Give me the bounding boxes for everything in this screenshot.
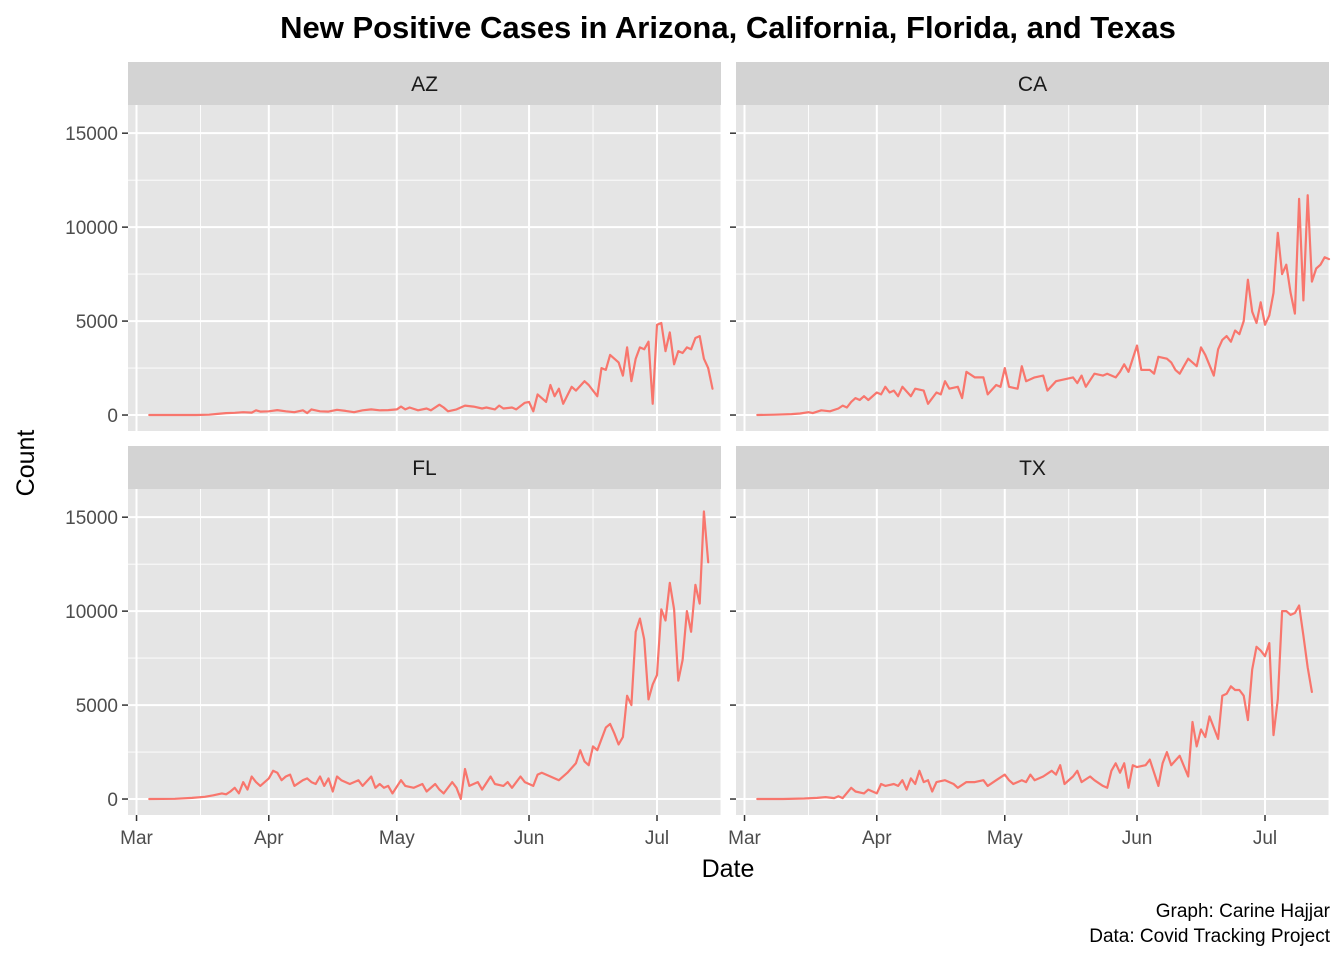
plot-panel-background — [128, 489, 721, 815]
y-tick-label: 5000 — [76, 312, 118, 333]
facet-strip-label: FL — [412, 457, 437, 480]
facet-strip-label: TX — [1019, 457, 1046, 480]
x-tick-label: Mar — [120, 828, 153, 849]
y-tick-label: 0 — [107, 790, 118, 811]
series-line-tx — [756, 604, 1314, 801]
plot-panel-background — [128, 105, 721, 431]
x-tick-label: May — [987, 828, 1023, 849]
x-tick-label: Jul — [645, 828, 669, 849]
facet-strip — [736, 62, 1329, 105]
x-tick-label: Mar — [728, 828, 761, 849]
x-tick-label: May — [379, 828, 415, 849]
y-tick-label: 15000 — [65, 508, 118, 529]
caption-graph-credit: Graph: Carine Hajjar — [1156, 901, 1331, 922]
facet-panel-ca: CA — [730, 62, 1331, 431]
facet-strip — [128, 446, 721, 489]
x-tick-label: Apr — [254, 828, 284, 849]
y-tick-label: 10000 — [65, 218, 118, 239]
facet-panel-fl: FL 0 5000 10000 15000 Mar Apr May Jun Jul — [65, 446, 722, 849]
facet-panel-az: AZ 0 5000 10000 15000 — [65, 62, 722, 431]
facet-strip-label: CA — [1018, 73, 1047, 96]
y-tick-label: 0 — [107, 406, 118, 427]
facet-panels: AZ 0 5000 10000 15000 CA FL 0 5000 10000 15000 Mar A… — [65, 62, 1331, 849]
chart-title: New Positive Cases in Arizona, Californi… — [280, 10, 1176, 45]
series-line-az — [148, 321, 714, 417]
facet-strip — [128, 62, 721, 105]
x-tick-label: Jul — [1253, 828, 1277, 849]
facet-strip-label: AZ — [411, 73, 438, 96]
y-tick-label: 5000 — [76, 696, 118, 717]
plot-panel-background — [736, 489, 1329, 815]
x-axis-title: Date — [702, 855, 755, 883]
series-line-fl — [148, 510, 710, 801]
facet-strip — [736, 446, 1329, 489]
series-line-ca — [756, 194, 1331, 417]
x-tick-label: Jun — [514, 828, 545, 849]
plot-panel-background — [736, 105, 1329, 431]
y-axis-title: Count — [12, 430, 40, 497]
caption-data-source: Data: Covid Tracking Project — [1089, 926, 1330, 947]
x-tick-label: Apr — [862, 828, 892, 849]
y-tick-label: 10000 — [65, 602, 118, 623]
facet-panel-tx: TX Mar Apr May Jun Jul — [728, 446, 1330, 849]
y-tick-label: 15000 — [65, 124, 118, 145]
x-tick-label: Jun — [1122, 828, 1153, 849]
